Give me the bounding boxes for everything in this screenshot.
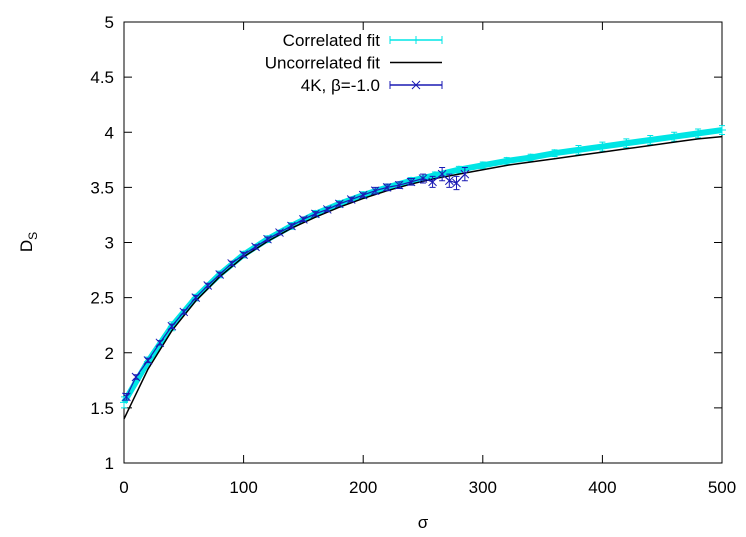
legend-swatch xyxy=(389,81,443,89)
y-tick-label: 5 xyxy=(105,13,114,32)
x-tick-label: 0 xyxy=(119,478,128,497)
point xyxy=(478,161,487,170)
point xyxy=(622,139,631,148)
point xyxy=(251,242,260,252)
point xyxy=(122,392,131,402)
y-axis-label-main: D xyxy=(17,240,36,252)
point xyxy=(437,169,447,179)
point xyxy=(322,205,332,214)
x-tick-label: 300 xyxy=(469,478,497,497)
point xyxy=(215,270,225,279)
point xyxy=(452,178,461,188)
legend-swatch xyxy=(389,36,443,44)
point xyxy=(598,142,607,151)
point xyxy=(454,165,463,174)
point xyxy=(239,250,248,259)
point xyxy=(444,176,454,186)
point xyxy=(550,149,559,158)
y-axis-label: DS xyxy=(17,232,40,252)
point xyxy=(227,259,236,268)
point xyxy=(155,338,165,348)
point xyxy=(191,293,201,302)
legend-label: 4K, β=-1.0 xyxy=(301,76,380,95)
point xyxy=(203,281,213,290)
point xyxy=(370,186,380,196)
point xyxy=(418,174,428,183)
y-axis-label-sub: S xyxy=(26,232,40,240)
y-tick-label: 3.5 xyxy=(90,178,114,197)
point xyxy=(411,80,421,90)
x-tick-label: 200 xyxy=(349,478,377,497)
y-tick-label: 4 xyxy=(105,123,114,142)
point xyxy=(670,132,679,141)
x-axis-label: σ xyxy=(418,513,429,532)
point xyxy=(394,180,404,190)
x-tick-label: 100 xyxy=(229,478,257,497)
point xyxy=(646,135,655,144)
y-tick-label: 2 xyxy=(105,344,114,363)
point xyxy=(167,321,177,331)
point xyxy=(346,195,356,204)
point xyxy=(358,190,368,200)
point xyxy=(287,221,296,231)
point xyxy=(412,36,420,44)
y-tick-label: 1 xyxy=(105,454,114,473)
point xyxy=(179,307,189,317)
x-tick-label: 400 xyxy=(588,478,616,497)
plot-frame xyxy=(123,21,723,464)
point xyxy=(502,156,511,165)
legend-label: Uncorrelated fit xyxy=(265,54,381,73)
point xyxy=(311,209,320,219)
point xyxy=(299,214,308,224)
point xyxy=(694,129,703,138)
y-tick-label: 3 xyxy=(105,234,114,253)
point xyxy=(143,356,153,365)
point xyxy=(263,234,272,244)
point xyxy=(406,177,416,187)
point xyxy=(275,228,284,237)
y-tick-label: 2.5 xyxy=(90,289,114,308)
point xyxy=(334,199,344,209)
series-line xyxy=(125,173,466,398)
point xyxy=(460,169,470,179)
point xyxy=(526,153,535,162)
y-tick-label: 1.5 xyxy=(90,399,114,418)
point xyxy=(382,183,392,192)
y-tick-label: 4.5 xyxy=(90,68,114,87)
point xyxy=(131,372,141,382)
series-line xyxy=(121,127,723,404)
point xyxy=(718,126,726,135)
legend-label: Correlated fit xyxy=(283,31,381,50)
x-tick-label: 500 xyxy=(708,478,736,497)
point xyxy=(428,177,437,187)
point xyxy=(574,145,583,154)
